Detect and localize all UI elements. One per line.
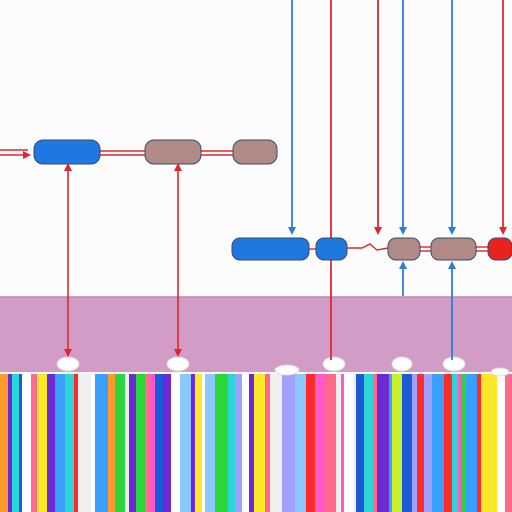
stripe xyxy=(47,374,55,512)
stripe xyxy=(481,374,490,512)
stripe xyxy=(19,374,22,512)
stripe xyxy=(155,374,158,512)
bump xyxy=(442,356,466,372)
stripe xyxy=(353,374,356,512)
stripe xyxy=(364,374,373,512)
stripe xyxy=(125,374,129,512)
stripe xyxy=(344,374,353,512)
mid-node-3 xyxy=(387,237,421,261)
stripe xyxy=(341,374,344,512)
stripe xyxy=(417,374,421,512)
stripe xyxy=(129,374,136,512)
bump xyxy=(56,356,80,372)
stripe xyxy=(421,374,424,512)
stripe xyxy=(412,374,417,512)
stripe xyxy=(55,374,65,512)
stripe xyxy=(490,374,497,512)
mid-node-4 xyxy=(430,237,477,261)
stripe xyxy=(12,374,19,512)
stripe xyxy=(171,374,180,512)
stripe xyxy=(65,374,74,512)
stripe xyxy=(477,374,481,512)
stripe xyxy=(215,374,228,512)
top-row-connectors xyxy=(100,150,233,156)
stripe xyxy=(315,374,321,512)
stripe xyxy=(115,374,125,512)
stripe xyxy=(242,374,249,512)
top-node-1 xyxy=(33,139,101,165)
stripe xyxy=(389,374,392,512)
stripe xyxy=(191,374,195,512)
stripe xyxy=(228,374,235,512)
stripe xyxy=(336,374,341,512)
stripe xyxy=(377,374,389,512)
stripe xyxy=(145,374,149,512)
mid-node-2 xyxy=(315,237,348,261)
stripe xyxy=(74,374,78,512)
stripe xyxy=(326,374,336,512)
stripe xyxy=(392,374,402,512)
stripe xyxy=(37,374,47,512)
stripe xyxy=(22,374,31,512)
mid-node-5 xyxy=(487,237,512,261)
stripe xyxy=(282,374,295,512)
stripe xyxy=(432,374,444,512)
stripe xyxy=(497,374,505,512)
stripe xyxy=(321,374,326,512)
bump xyxy=(166,356,190,372)
mid-node-1 xyxy=(231,237,310,261)
stripe xyxy=(91,374,95,512)
stripe xyxy=(235,374,242,512)
stripe xyxy=(8,374,12,512)
top-node-2 xyxy=(144,139,202,165)
bump xyxy=(490,367,510,377)
stripe xyxy=(295,374,306,512)
stripe xyxy=(444,374,452,512)
stripe xyxy=(163,374,171,512)
stripe xyxy=(270,374,282,512)
bump-row xyxy=(56,356,510,377)
stripe xyxy=(249,374,254,512)
stripe xyxy=(180,374,191,512)
stripe xyxy=(508,374,512,512)
stripe xyxy=(205,374,215,512)
incoming-arrow xyxy=(0,149,31,159)
bump xyxy=(274,364,300,376)
stripe xyxy=(402,374,412,512)
stripe xyxy=(136,374,145,512)
mid-row-connectors xyxy=(309,243,488,252)
bump xyxy=(391,356,413,372)
stripe xyxy=(108,374,115,512)
membrane-band xyxy=(0,297,512,372)
stripe xyxy=(461,374,466,512)
stripe xyxy=(356,374,364,512)
stripe xyxy=(149,374,155,512)
stripe xyxy=(452,374,458,512)
stripe xyxy=(78,374,91,512)
stripe xyxy=(158,374,163,512)
bump xyxy=(322,356,346,372)
stripe xyxy=(306,374,315,512)
stripe xyxy=(505,374,508,512)
stripe xyxy=(195,374,202,512)
stripe xyxy=(95,374,108,512)
stripe xyxy=(202,374,205,512)
stripe-block xyxy=(0,374,512,512)
stripe xyxy=(373,374,377,512)
stripe xyxy=(0,374,8,512)
top-node-3 xyxy=(232,139,278,165)
stripe xyxy=(424,374,432,512)
stripe xyxy=(458,374,461,512)
stripe xyxy=(265,374,270,512)
stripe xyxy=(254,374,265,512)
stripe xyxy=(31,374,37,512)
stripe xyxy=(466,374,477,512)
